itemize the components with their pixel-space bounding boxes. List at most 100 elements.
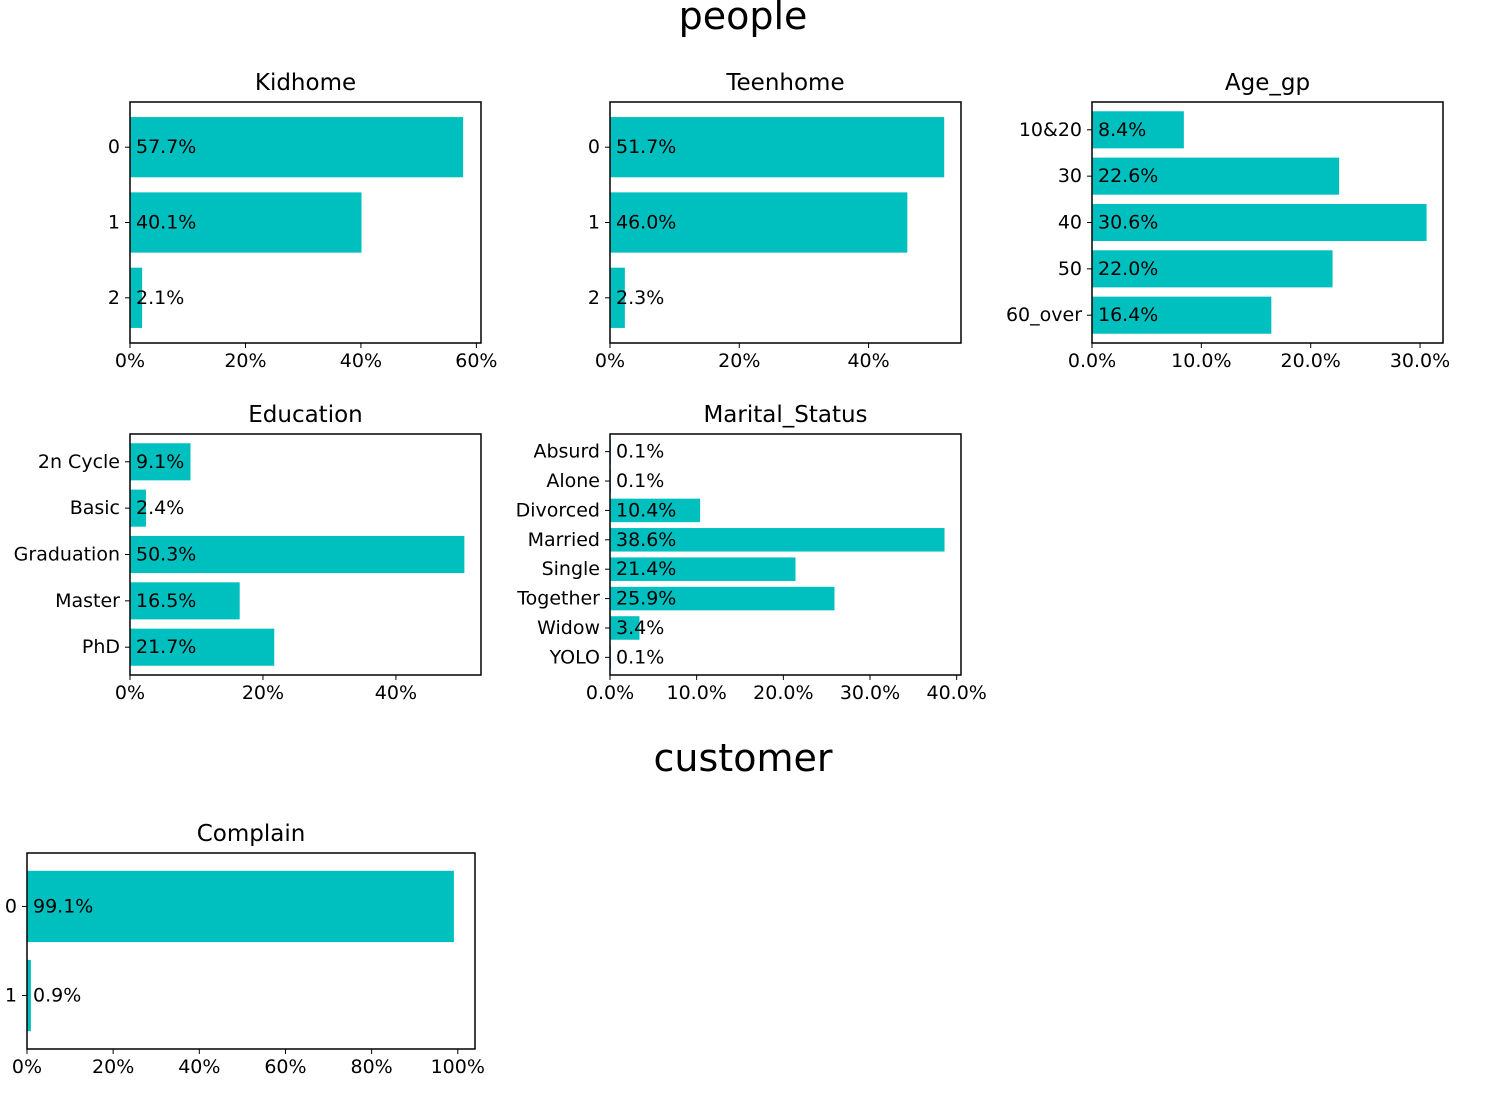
data-label: 51.7% <box>616 136 676 158</box>
x-tick-label: 20% <box>242 682 284 704</box>
y-tick-label: 1 <box>108 212 120 234</box>
bar-2 <box>130 267 143 328</box>
x-tick-label: 0.0% <box>586 682 634 704</box>
section-title-people: people <box>678 0 808 38</box>
data-label: 9.1% <box>136 451 184 473</box>
y-tick-label: 60_over <box>1006 304 1082 326</box>
chart-marital-status: Marital_Status Absurd Alone Divorced Married… <box>516 402 987 704</box>
y-tick-label: 40 <box>1058 212 1082 234</box>
x-tick-label: 0% <box>12 1056 42 1078</box>
data-label: 99.1% <box>33 895 93 917</box>
x-tick-label: 30.0% <box>1390 350 1450 372</box>
x-tick-label: 40% <box>375 682 417 704</box>
y-tick-label: Master <box>55 590 120 612</box>
data-label: 16.5% <box>136 590 196 612</box>
data-label: 10.4% <box>616 499 676 521</box>
y-tick-label: 0 <box>588 136 600 158</box>
bar-married <box>610 528 945 552</box>
x-tick-label: 60% <box>455 350 497 372</box>
bar-basic <box>130 489 146 527</box>
bar-0 <box>610 117 945 178</box>
x-tick-label: 20% <box>92 1056 134 1078</box>
bar-widow <box>610 616 640 640</box>
bar-40 <box>1092 203 1427 242</box>
bar-60-over <box>1092 296 1272 334</box>
bar-1 <box>27 959 31 1032</box>
y-tick-label: Divorced <box>516 499 600 521</box>
x-tick-label: 30.0% <box>840 682 900 704</box>
data-label: 2.1% <box>136 287 184 309</box>
bar-1 <box>130 192 362 253</box>
x-tick-label: 0% <box>595 350 625 372</box>
y-tick-label: YOLO <box>549 646 600 668</box>
y-tick-label: 1 <box>5 985 17 1007</box>
axes-frame <box>609 101 962 344</box>
bar-divorced <box>610 498 701 523</box>
chart-title: Kidhome <box>255 70 356 96</box>
y-tick-label: 10&20 <box>1019 119 1082 141</box>
bar-0 <box>27 870 454 943</box>
data-label: 0.9% <box>33 985 81 1007</box>
data-label: 50.3% <box>136 544 196 566</box>
bar-2n-cycle <box>130 443 191 481</box>
data-label: 38.6% <box>616 529 676 551</box>
x-tick-label: 80% <box>350 1056 392 1078</box>
y-tick-label: Basic <box>70 497 120 519</box>
data-label: 0.1% <box>616 441 664 463</box>
axes-frame <box>26 852 476 1050</box>
x-tick-label: 40% <box>340 350 382 372</box>
axes-frame <box>1091 101 1444 344</box>
y-tick-label: Widow <box>537 617 600 639</box>
chart-title: Teenhome <box>725 70 844 96</box>
section-title-customer: customer <box>653 736 833 780</box>
y-tick-label: PhD <box>82 636 120 658</box>
chart-title: Marital_Status <box>703 402 867 428</box>
y-tick-label: 0 <box>5 895 17 917</box>
data-label: 2.4% <box>136 497 184 519</box>
x-tick-label: 0.0% <box>1068 350 1116 372</box>
y-tick-label: Together <box>516 588 600 610</box>
data-label: 46.0% <box>616 212 676 234</box>
chart-title: Education <box>248 402 363 428</box>
y-tick-label: 2n Cycle <box>38 451 120 473</box>
x-tick-label: 10.0% <box>1171 350 1231 372</box>
y-tick-label: 30 <box>1058 165 1082 187</box>
bar-10-20 <box>1092 111 1184 149</box>
bar-0 <box>130 117 464 178</box>
x-tick-label: 40.0% <box>926 682 986 704</box>
x-tick-label: 10.0% <box>666 682 726 704</box>
data-label: 3.4% <box>616 617 664 639</box>
x-tick-label: 0% <box>115 682 145 704</box>
x-tick-label: 0% <box>115 350 145 372</box>
bar-together <box>610 586 835 611</box>
bar-master <box>130 582 240 620</box>
bar-2 <box>610 267 625 328</box>
axes-frame <box>129 433 482 676</box>
data-label: 22.0% <box>1098 258 1158 280</box>
y-tick-label: 2 <box>108 287 120 309</box>
y-tick-label: Married <box>528 529 600 551</box>
x-tick-label: 20% <box>718 350 760 372</box>
data-label: 0.1% <box>616 646 664 668</box>
data-label: 21.4% <box>616 558 676 580</box>
bar-1 <box>610 192 908 253</box>
x-tick-label: 20% <box>224 350 266 372</box>
y-tick-label: 0 <box>108 136 120 158</box>
chart-title: Age_gp <box>1225 70 1310 96</box>
data-label: 0.1% <box>616 470 664 492</box>
bar-30 <box>1092 157 1340 195</box>
y-tick-label: 1 <box>588 212 600 234</box>
data-label: 40.1% <box>136 212 196 234</box>
bar-50 <box>1092 250 1333 288</box>
x-tick-label: 20.0% <box>753 682 813 704</box>
x-tick-label: 40% <box>847 350 889 372</box>
bar-single <box>610 557 796 581</box>
chart-age-gp: Age_gp 10&20 30 40 50 60_over 0.0% 10.0% 20.0% 30… <box>1006 70 1450 372</box>
data-label: 2.3% <box>616 287 664 309</box>
y-tick-label: Single <box>542 558 600 580</box>
data-label: 21.7% <box>136 636 196 658</box>
data-label: 16.4% <box>1098 304 1158 326</box>
x-tick-label: 40% <box>178 1056 220 1078</box>
